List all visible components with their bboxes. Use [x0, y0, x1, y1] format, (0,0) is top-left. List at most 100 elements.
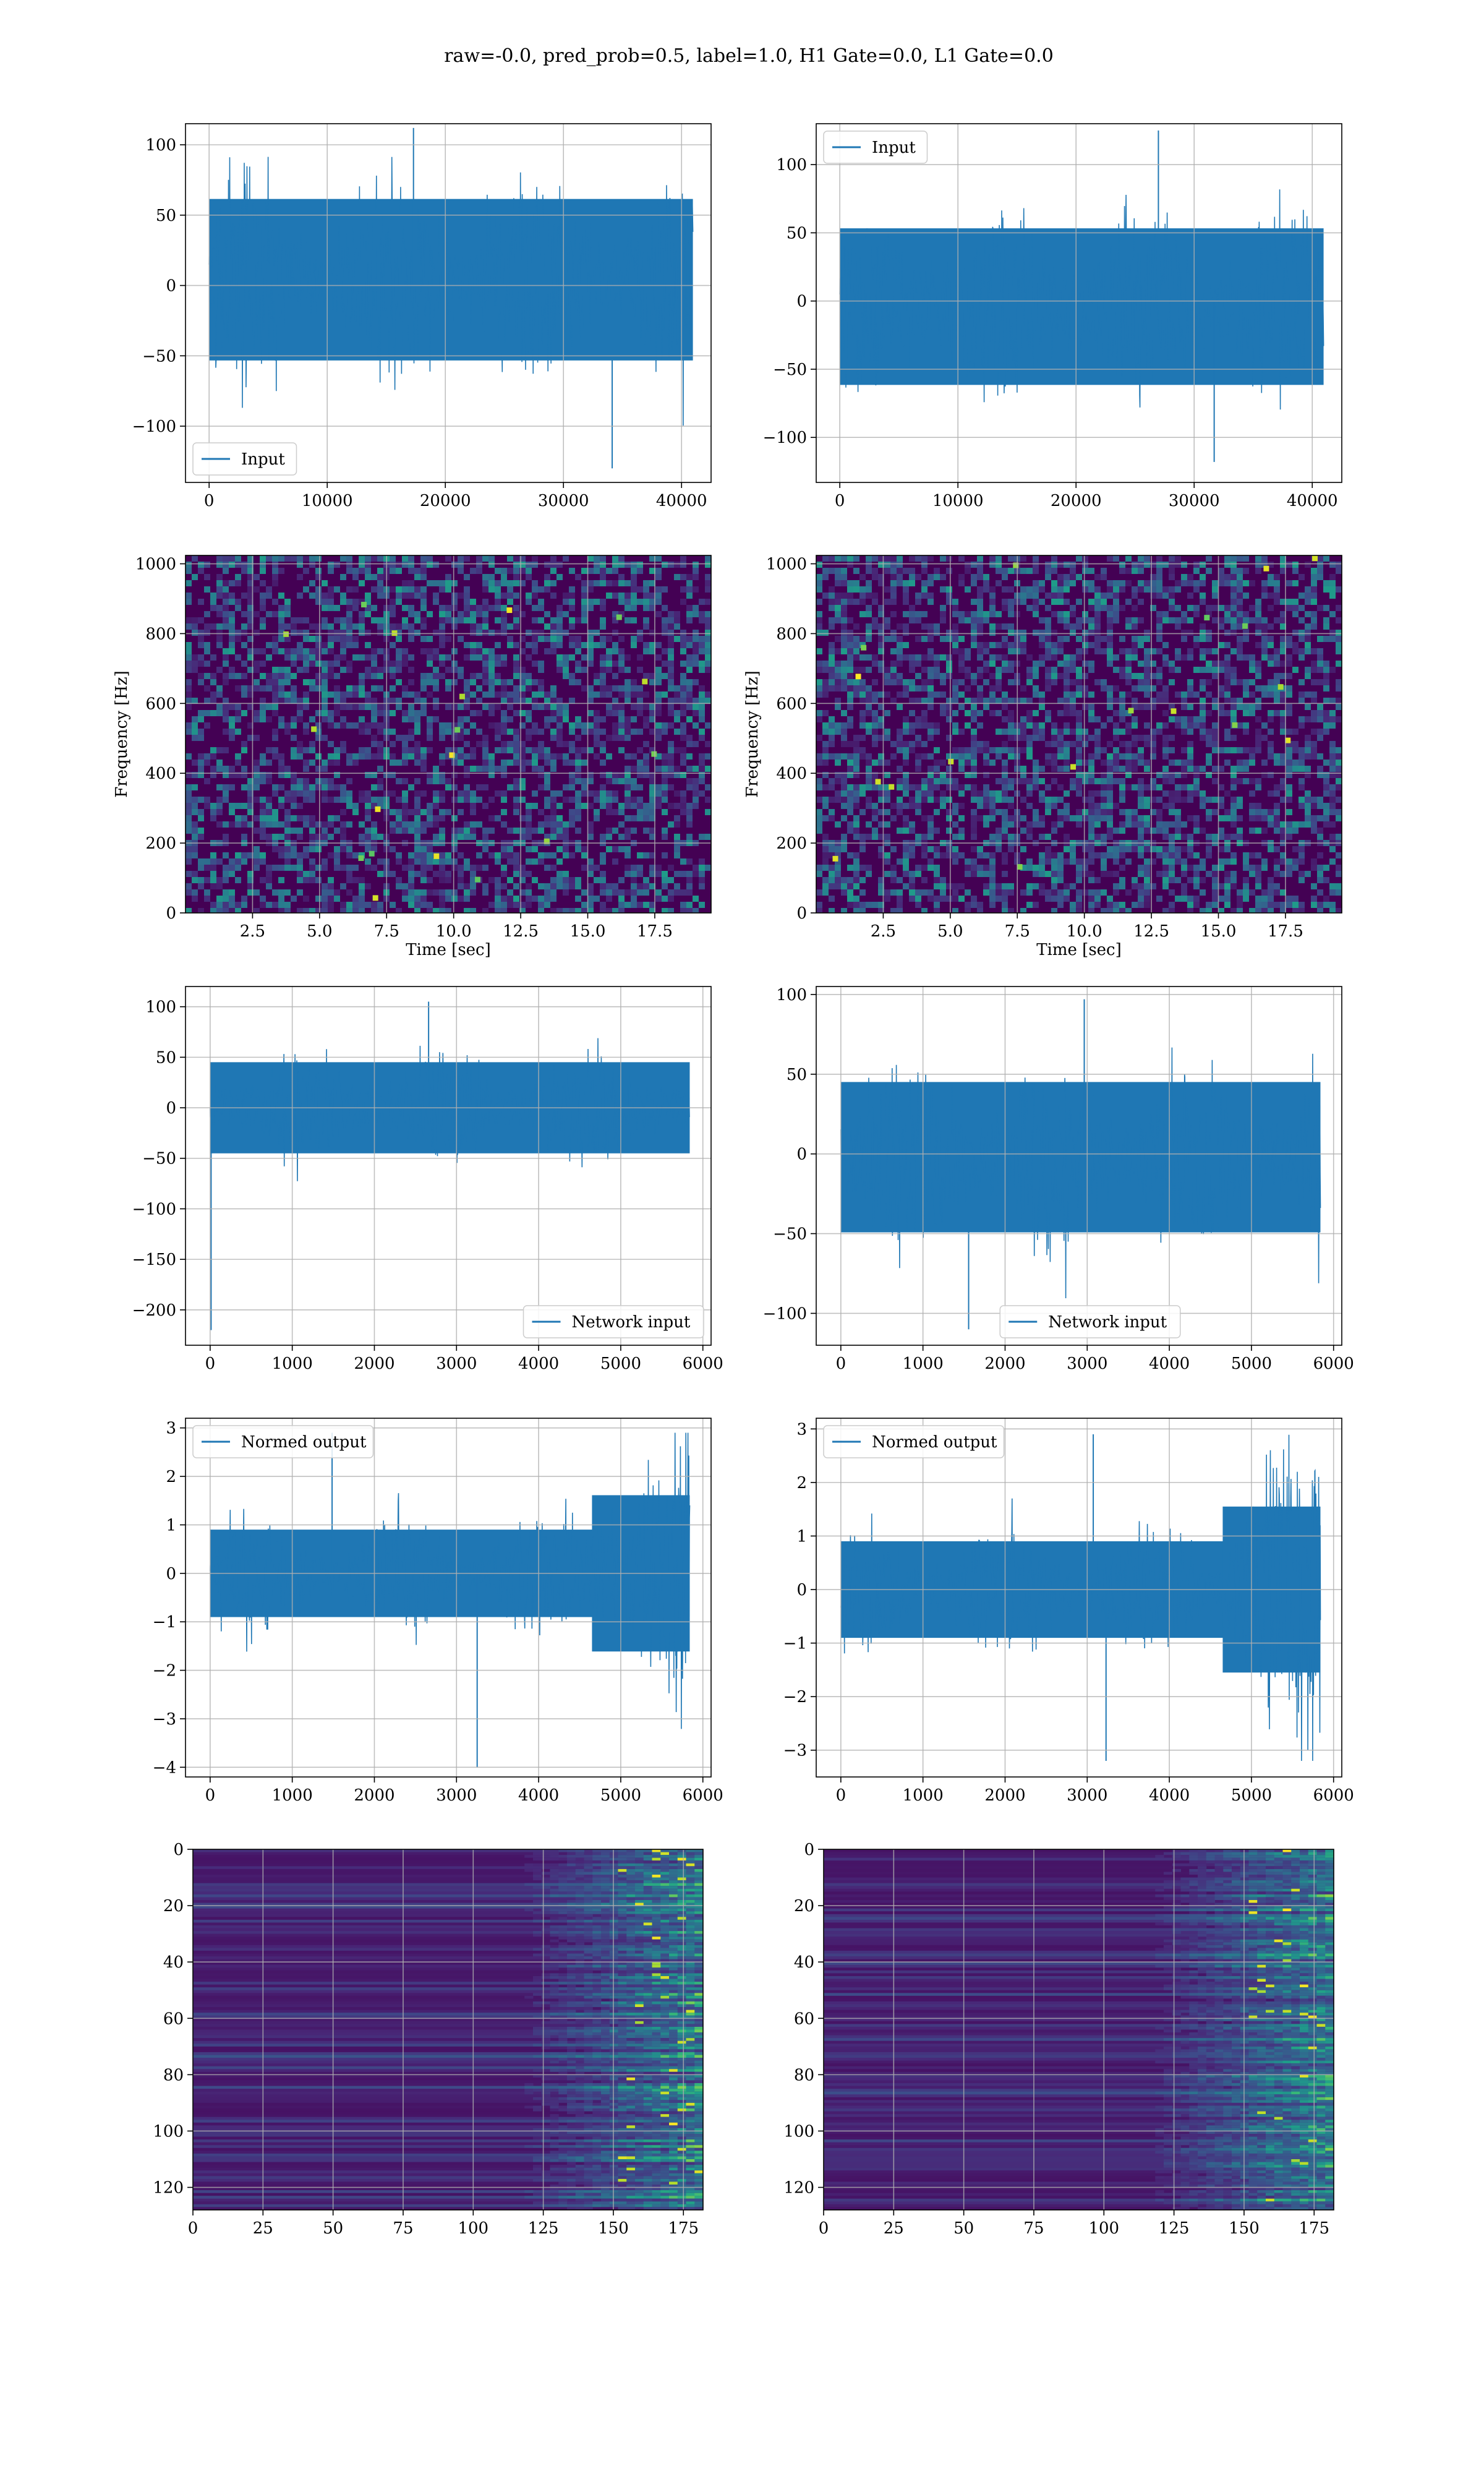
spectrogram-cell	[241, 685, 247, 691]
spectrogram-cell	[600, 772, 606, 778]
spectrogram-cell	[884, 568, 890, 574]
spectrogram-cell	[1125, 809, 1132, 815]
spectrogram-cell	[519, 828, 526, 834]
spectrogram-cell	[396, 858, 402, 865]
plot-area	[816, 555, 1342, 913]
spectrogram-cell	[1249, 747, 1255, 753]
spectrogram-cell	[971, 741, 977, 747]
spectrogram-cell	[655, 784, 662, 790]
spectrogram-cell	[1193, 636, 1200, 642]
spectrogram-cell	[872, 716, 878, 722]
spectrogram-cell	[563, 883, 569, 889]
spectrogram-cell	[1280, 828, 1286, 834]
spectrogram-cell	[625, 790, 631, 797]
spectrogram-cell	[1206, 648, 1212, 654]
spectrogram-cell	[1113, 611, 1119, 617]
spectrogram-cell	[847, 636, 853, 642]
spectrogram-cell	[835, 722, 841, 729]
spectrogram-cell	[693, 654, 699, 661]
spectrogram-cell	[903, 846, 909, 852]
spectrogram-cell	[1113, 586, 1119, 593]
spectrogram-cell	[662, 760, 668, 766]
spectrogram-cell	[940, 790, 946, 797]
spectrogram-cell	[971, 735, 977, 741]
spectrogram-cell	[625, 735, 631, 741]
spectrogram-cell	[1305, 803, 1311, 809]
spectrogram-cell	[859, 716, 866, 722]
spectrogram-cell	[946, 828, 952, 834]
spectrogram-cell	[495, 877, 501, 883]
spectrogram-cell	[1039, 642, 1045, 648]
spectrogram-cell	[1311, 747, 1317, 753]
spectrogram-cell	[1039, 617, 1045, 623]
spectrogram-cell	[445, 889, 451, 896]
spectrogram-cell	[1193, 828, 1200, 834]
spectrogram-cell	[495, 815, 501, 821]
spectrogram-cell	[921, 778, 927, 784]
spectrogram-cell	[618, 834, 625, 840]
spectrogram-cell	[952, 630, 958, 636]
spectrogram-cell	[1311, 797, 1317, 803]
spectrogram-cell	[637, 704, 643, 710]
spectrogram-cell	[952, 809, 958, 815]
spectrogram-cell	[1002, 716, 1008, 722]
spectrogram-cell	[1057, 611, 1064, 617]
spectrogram-cell	[909, 667, 915, 673]
spectrogram-cell	[668, 698, 674, 704]
spectrogram-cell	[1255, 617, 1261, 623]
spectrogram-cell	[247, 648, 254, 654]
spectrogram-cell	[1088, 667, 1094, 673]
spectrogram-cell	[408, 691, 414, 698]
spectrogram-cell	[334, 753, 340, 760]
spectrogram-cell	[643, 642, 649, 648]
spectrogram-cell	[816, 574, 822, 580]
spectrogram-cell	[1249, 667, 1255, 673]
spectrogram-cell	[816, 753, 822, 760]
spectrogram-cell	[822, 574, 829, 580]
spectrogram-cell	[1150, 605, 1156, 611]
spectrogram-cell	[1243, 617, 1249, 623]
spectrogram-cell	[476, 698, 482, 704]
spectrogram-cell	[1150, 586, 1156, 593]
spectrogram-cell	[334, 710, 340, 716]
spectrogram-cell	[216, 605, 223, 611]
spectrogram-cell	[1150, 562, 1156, 568]
spectrogram-cell	[439, 605, 445, 611]
spectrogram-cell	[1094, 611, 1101, 617]
spectrogram-cell	[284, 654, 291, 661]
spectrogram-cell	[1088, 691, 1094, 698]
spectrogram-cell	[526, 828, 532, 834]
spectrogram-cell	[532, 766, 538, 772]
spectrogram-cell	[829, 623, 835, 630]
spectrogram-cell	[322, 883, 328, 889]
spectrogram-cell	[1033, 630, 1039, 636]
spectrogram-cell	[1298, 698, 1305, 704]
spectrogram-cell	[198, 568, 204, 574]
spectrogram-cell	[625, 834, 631, 840]
spectrogram-cell	[420, 865, 427, 871]
spectrogram-cell	[878, 722, 884, 729]
spectrogram-cell	[216, 902, 223, 908]
spectrogram-cell	[519, 667, 526, 673]
spectrogram-cell	[1002, 815, 1008, 821]
spectrogram-cell	[322, 605, 328, 611]
spectrogram-cell	[1255, 623, 1261, 630]
spectrogram-cell	[643, 877, 649, 883]
spectrogram-cell	[1274, 574, 1280, 580]
spectrogram-cell	[402, 828, 408, 834]
spectrogram-cell	[958, 691, 965, 698]
spectrogram-cell	[600, 902, 606, 908]
spectrogram-cell	[1101, 685, 1107, 691]
spectrogram-cell	[1230, 679, 1237, 685]
spectrogram-cell	[482, 846, 488, 852]
spectrogram-cell	[445, 722, 451, 729]
spectrogram-cell	[859, 698, 866, 704]
spectrogram-cell	[470, 747, 476, 753]
spectrogram-cell	[488, 654, 495, 661]
spectrogram-cell	[662, 784, 668, 790]
spectrogram-cell	[1280, 623, 1286, 630]
spectrogram-cell	[841, 568, 847, 574]
spectrogram-cell	[594, 673, 600, 679]
spectrogram-cell	[408, 729, 414, 735]
spectrogram-cell	[612, 828, 618, 834]
